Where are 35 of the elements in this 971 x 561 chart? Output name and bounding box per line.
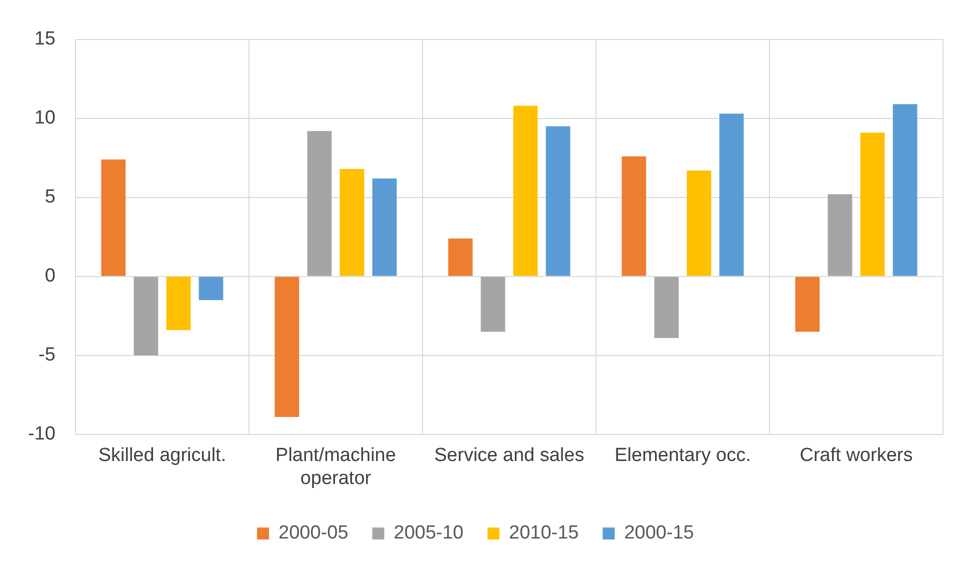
bar (828, 194, 852, 276)
y-tick-label: 15 (34, 28, 56, 50)
x-tick-label: Skilled agricult. (98, 445, 226, 466)
x-tick-label: Elementary occ. (614, 445, 751, 466)
y-tick-label: -10 (28, 424, 56, 445)
bar (480, 276, 506, 332)
bar (166, 276, 191, 330)
bar (654, 276, 679, 338)
bar (513, 106, 538, 276)
bar (198, 276, 224, 300)
bar (372, 178, 397, 276)
y-tick-label: 10 (34, 108, 56, 129)
y-tick-label: -5 (38, 344, 56, 366)
x-tick-label: Plant/machine operator (276, 445, 396, 489)
legend-label: 2000-05 (278, 522, 348, 544)
bar (546, 126, 570, 276)
y-tick-label: 5 (44, 186, 56, 208)
bar (340, 168, 364, 276)
bar (134, 276, 158, 356)
bar (795, 276, 820, 332)
bar (719, 114, 744, 276)
bar (686, 170, 712, 276)
bar (307, 131, 332, 276)
legend-label: 2000-15 (624, 522, 694, 544)
legend-label: 2005-10 (394, 522, 464, 544)
bar (274, 276, 300, 418)
y-tick-label: 0 (44, 266, 56, 287)
bar (101, 159, 126, 276)
bar (622, 156, 646, 276)
bar (892, 104, 918, 276)
x-tick-label: Craft workers (800, 445, 913, 466)
legend-label: 2010-15 (509, 522, 579, 544)
bar (448, 238, 473, 276)
bar (860, 132, 885, 276)
x-tick-label: Service and sales (434, 445, 584, 466)
